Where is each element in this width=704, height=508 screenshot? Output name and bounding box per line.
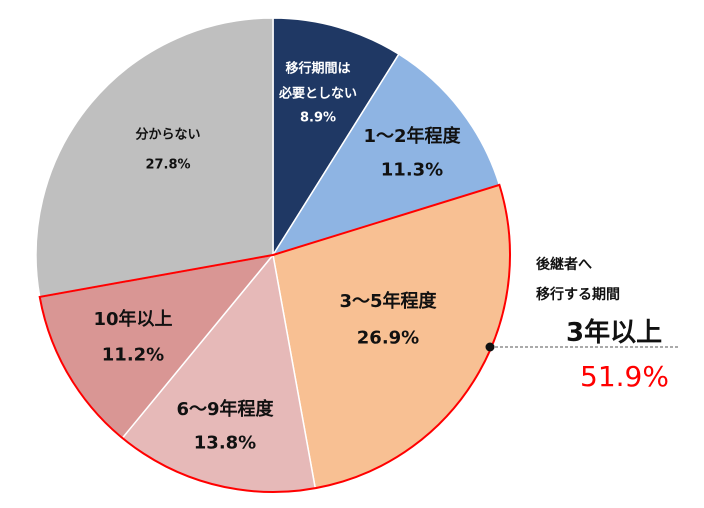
slice-value-label: 13.8% bbox=[193, 432, 257, 454]
slice-label: 3～5年程度 bbox=[339, 291, 437, 312]
slice-label: 10年以上 bbox=[93, 309, 173, 330]
slice-label: 分からない bbox=[135, 127, 201, 143]
slice-label: 6～9年程度 bbox=[176, 399, 274, 420]
pie-slice bbox=[272, 17, 400, 258]
slice-label: 必要としない bbox=[278, 86, 358, 102]
annotation-line1: 後継者へ bbox=[536, 257, 592, 273]
slice-value-label: 8.9% bbox=[299, 110, 337, 126]
annotation-line2: 移行する期間 bbox=[536, 287, 620, 303]
pie-slice bbox=[35, 17, 274, 298]
slice-value-label: 11.2% bbox=[101, 344, 165, 366]
slice-label: 1～2年程度 bbox=[363, 126, 461, 147]
annotation-value: 51.9% bbox=[580, 360, 669, 393]
slice-value-label: 11.3% bbox=[380, 159, 444, 181]
pie-slice bbox=[271, 53, 501, 257]
slice-value-label: 27.8% bbox=[145, 157, 191, 173]
slice-label: 移行期間は bbox=[285, 61, 351, 77]
slice-value-label: 26.9% bbox=[356, 327, 420, 349]
annotation-title: 3年以上 bbox=[566, 318, 663, 348]
annotation-dot bbox=[485, 342, 495, 352]
highlight-outline bbox=[38, 183, 511, 494]
